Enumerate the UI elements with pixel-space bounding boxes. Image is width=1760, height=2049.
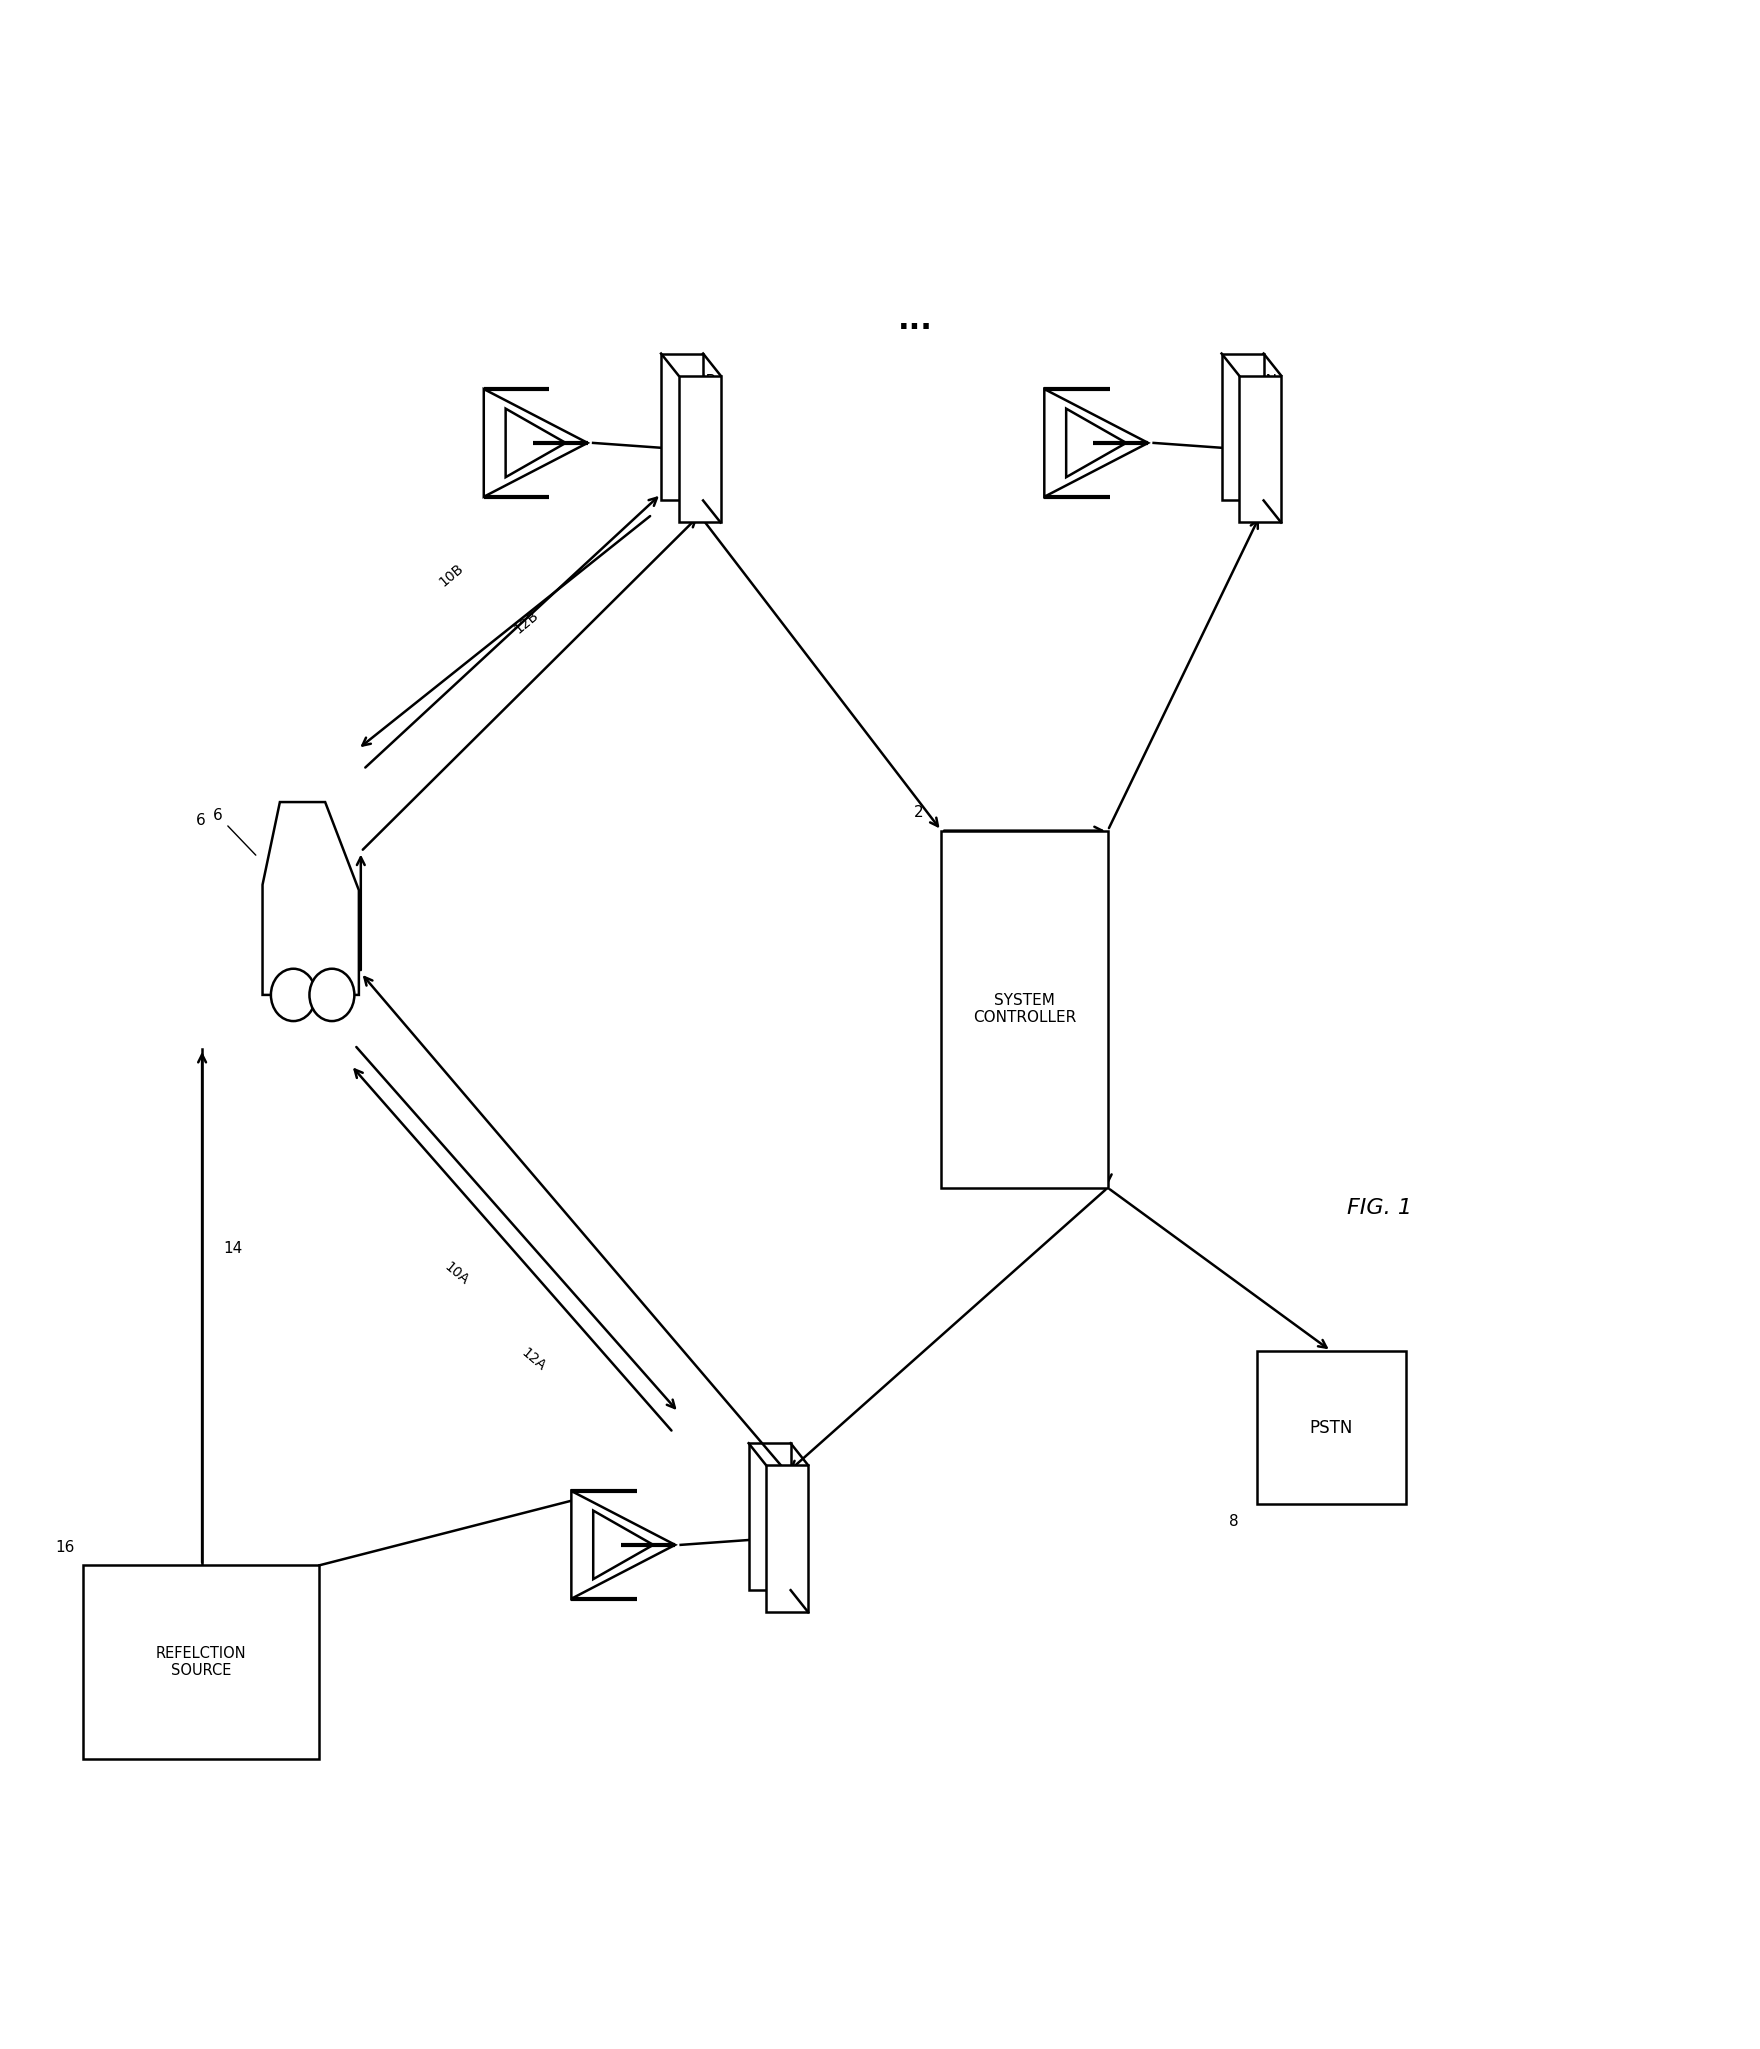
Polygon shape — [662, 354, 702, 500]
Polygon shape — [1221, 354, 1264, 500]
Polygon shape — [1044, 389, 1148, 496]
Polygon shape — [505, 408, 565, 477]
Text: 4A: 4A — [783, 1588, 804, 1604]
Text: SYSTEM
CONTROLLER: SYSTEM CONTROLLER — [973, 994, 1075, 1024]
Text: REFELCTION
SOURCE: REFELCTION SOURCE — [157, 1645, 246, 1678]
Text: 12A: 12A — [517, 1344, 547, 1373]
Polygon shape — [572, 1492, 676, 1598]
Circle shape — [271, 969, 315, 1020]
Text: 14: 14 — [224, 1242, 243, 1256]
Circle shape — [310, 969, 354, 1020]
Text: 6: 6 — [195, 813, 206, 828]
Polygon shape — [679, 375, 720, 522]
FancyBboxPatch shape — [942, 830, 1107, 1188]
FancyBboxPatch shape — [1257, 1350, 1406, 1504]
Text: 10A: 10A — [442, 1260, 472, 1287]
Polygon shape — [262, 801, 359, 996]
Polygon shape — [766, 1465, 808, 1613]
Text: 2: 2 — [913, 805, 924, 820]
Text: 10B: 10B — [436, 561, 466, 590]
Polygon shape — [484, 389, 588, 496]
Text: 12B: 12B — [510, 609, 540, 637]
Polygon shape — [1239, 375, 1281, 522]
Text: 6: 6 — [213, 809, 255, 854]
FancyBboxPatch shape — [83, 1565, 320, 1760]
Text: ...: ... — [898, 305, 933, 334]
Text: 16: 16 — [55, 1541, 74, 1555]
Text: FIG. 1: FIG. 1 — [1346, 1199, 1412, 1219]
Polygon shape — [1067, 408, 1126, 477]
Text: 8: 8 — [1230, 1514, 1239, 1529]
Polygon shape — [593, 1510, 653, 1580]
Text: 4N: 4N — [1257, 375, 1278, 389]
Text: PSTN: PSTN — [1309, 1418, 1353, 1436]
Polygon shape — [748, 1442, 790, 1590]
Text: 4B: 4B — [695, 375, 716, 389]
